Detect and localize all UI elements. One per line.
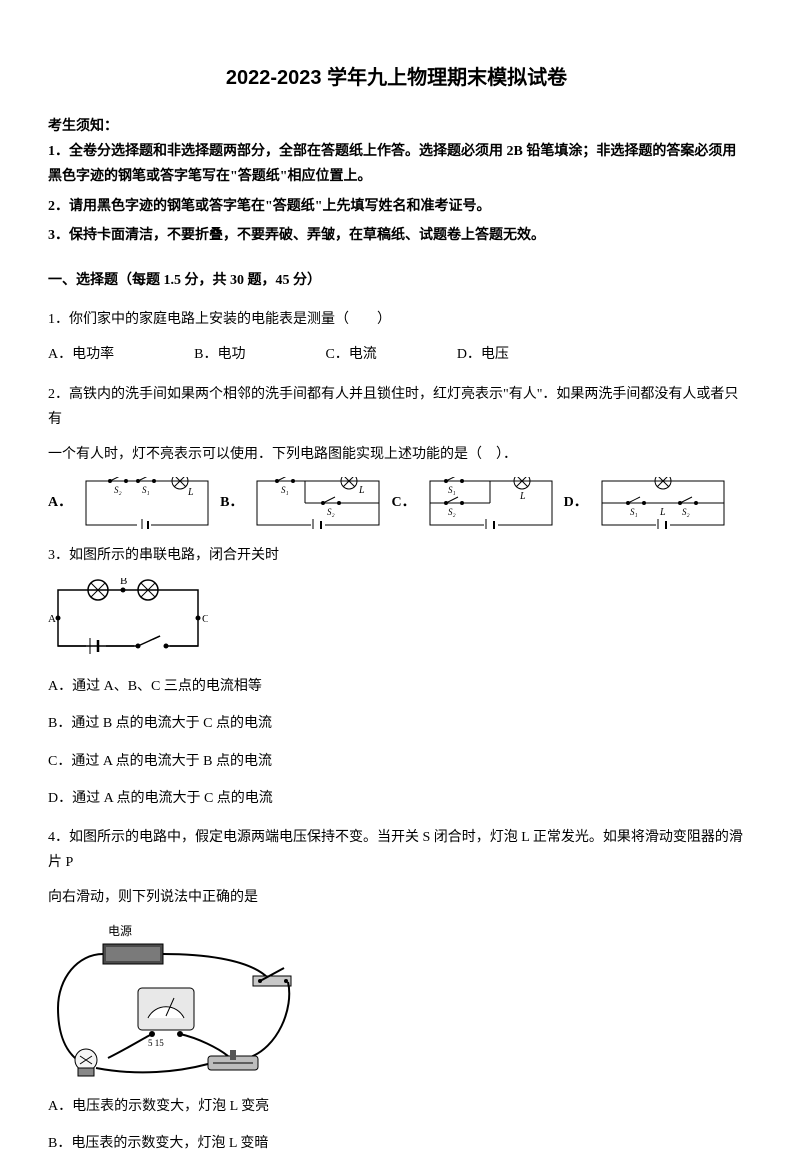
svg-text:S₁: S₁ [630,507,638,517]
q3-opt-b: B．通过 B 点的电流大于 C 点的电流 [48,711,745,736]
q2-label-b: B． [220,490,243,515]
q4-figure: 电源 5 15 [48,921,745,1079]
svg-text:L: L [519,491,526,502]
svg-text:S₂: S₂ [682,507,690,517]
svg-text:S₂: S₂ [448,507,456,517]
notice-item-3: 3．保持卡面清洁，不要折叠，不要弄破、弄皱，在草稿纸、试题卷上答题无效。 [48,223,745,248]
q2-label-d: D． [564,490,588,515]
notice-item-1: 1．全卷分选择题和非选择题两部分，全部在答题纸上作答。选择题必须用 2B 铅笔填… [48,139,745,189]
q2-label-c: C． [391,490,415,515]
q4-options: A．电压表的示数变大，灯泡 L 变亮 B．电压表的示数变大，灯泡 L 变暗 [48,1094,745,1156]
circuit-diagram-b: S₁ S₂ L [253,477,383,529]
svg-text:S₁: S₁ [448,485,456,495]
q2-text-1: 2．高铁内的洗手间如果两个相邻的洗手间都有人并且锁住时，红灯亮表示"有人"．如果… [48,382,745,432]
q1-opt-b: B．电功 [194,342,245,367]
q1-options: A．电功率 B．电功 C．电流 D．电压 [48,342,745,367]
q1-opt-c: C．电流 [325,342,376,367]
svg-text:L: L [358,485,365,496]
q4-text-2: 向右滑动，则下列说法中正确的是 [48,885,745,910]
question-1: 1．你们家中的家庭电路上安装的电能表是测量（ ） A．电功率 B．电功 C．电流… [48,307,745,367]
svg-text:L: L [659,507,666,518]
svg-text:S₂: S₂ [114,485,122,495]
notice-label: 考生须知： [48,114,745,139]
q2-options: A． S₂ S₁ L B． S₁ S₂ [48,477,745,529]
svg-text:S₁: S₁ [142,485,150,495]
svg-text:5 15: 5 15 [148,1038,164,1048]
q3-opt-d: D．通过 A 点的电流大于 C 点的电流 [48,786,745,811]
q1-text: 1．你们家中的家庭电路上安装的电能表是测量（ ） [48,307,745,332]
q3-options: A．通过 A、B、C 三点的电流相等 B．通过 B 点的电流大于 C 点的电流 … [48,674,745,811]
svg-text:A: A [48,613,56,625]
svg-text:S₁: S₁ [281,485,289,495]
q1-opt-a: A．电功率 [48,342,114,367]
question-4: 4．如图所示的电路中，假定电源两端电压保持不变。当开关 S 闭合时，灯泡 L 正… [48,825,745,1157]
q3-opt-a: A．通过 A、B、C 三点的电流相等 [48,674,745,699]
q3-figure: B A C [48,578,745,658]
q4-opt-b: B．电压表的示数变大，灯泡 L 变暗 [48,1131,745,1156]
question-3: 3．如图所示的串联电路，闭合开关时 B A C [48,543,745,811]
svg-text:S₂: S₂ [327,507,335,517]
q1-opt-d: D．电压 [457,342,509,367]
circuit-diagram-q3: B A C [48,578,208,658]
q3-text: 3．如图所示的串联电路，闭合开关时 [48,543,745,568]
q4-opt-a: A．电压表的示数变大，灯泡 L 变亮 [48,1094,745,1119]
circuit-diagram-d: S₁ L S₂ [598,477,728,529]
notice-item-2: 2．请用黑色字迹的钢笔或答字笔在"答题纸"上先填写姓名和准考证号。 [48,194,745,219]
circuit-diagram-c: S₁ S₂ L [426,477,556,529]
page-title: 2022-2023 学年九上物理期末模拟试卷 [48,60,745,96]
q4-text-1: 4．如图所示的电路中，假定电源两端电压保持不变。当开关 S 闭合时，灯泡 L 正… [48,825,745,875]
circuit-photo-q4: 5 15 [48,938,298,1078]
section-header-1: 一、选择题（每题 1.5 分，共 30 题，45 分） [48,268,745,293]
q3-opt-c: C．通过 A 点的电流大于 B 点的电流 [48,749,745,774]
q2-label-a: A． [48,490,72,515]
svg-text:L: L [187,487,194,498]
q2-text-2: 一个有人时，灯不亮表示可以使用．下列电路图能实现上述功能的是（ ）． [48,442,745,467]
circuit-diagram-a: S₂ S₁ L [82,477,212,529]
svg-text:C: C [202,613,208,625]
svg-text:B: B [120,578,127,587]
question-2: 2．高铁内的洗手间如果两个相邻的洗手间都有人并且锁住时，红灯亮表示"有人"．如果… [48,382,745,530]
